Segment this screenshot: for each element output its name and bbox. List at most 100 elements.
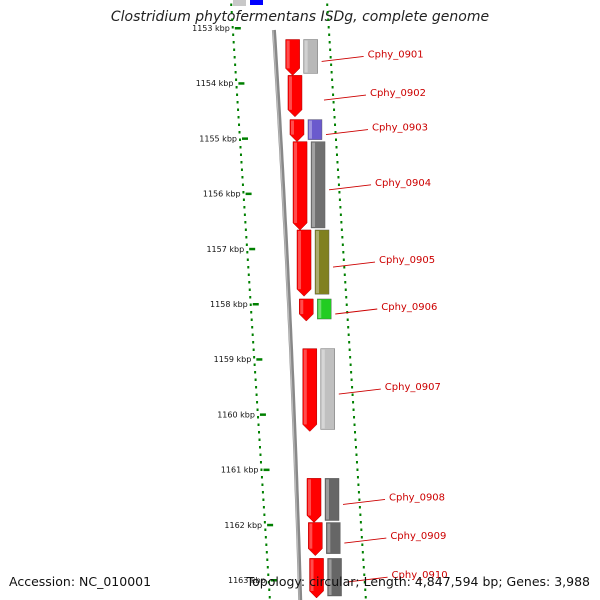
- gene-label[interactable]: Cphy_0904: [375, 178, 431, 189]
- dot: [250, 318, 253, 321]
- dot: [260, 476, 263, 479]
- tick-label: 1153 kbp: [192, 24, 230, 33]
- dot: [340, 228, 343, 231]
- tick-mark: [270, 579, 277, 582]
- dot: [330, 63, 333, 66]
- dot: [268, 588, 271, 591]
- backbone-line: [271, 29, 303, 600]
- cog-bar: [307, 119, 323, 140]
- dot: [254, 371, 257, 374]
- cog-bar: [314, 229, 330, 295]
- backbone: [233, 0, 303, 600]
- dot: [351, 393, 354, 396]
- dot: [336, 168, 339, 171]
- cog-bar-shine: [321, 349, 325, 429]
- tick-mark: [238, 82, 245, 85]
- gene-label[interactable]: Cphy_0903: [372, 123, 428, 134]
- gene-leader-line: [332, 261, 376, 268]
- gene-label[interactable]: Cphy_0908: [389, 492, 445, 503]
- dot: [241, 176, 244, 179]
- dot: [333, 108, 336, 111]
- gene-arrow-shine: [298, 230, 302, 290]
- gene-leader-line: [325, 129, 369, 136]
- dot: [349, 356, 352, 359]
- gene-label[interactable]: Cphy_0902: [370, 88, 426, 99]
- accession-text: Accession: NC_010001: [9, 574, 152, 589]
- gene-arrow-shine: [309, 523, 313, 549]
- dot: [345, 303, 348, 306]
- dot: [244, 221, 247, 224]
- topology-text: Topology: circular; Length: 4,847,594 bp…: [246, 574, 590, 589]
- gene-label[interactable]: Cphy_0910: [392, 570, 448, 581]
- dot: [337, 183, 340, 186]
- tick-label: 1161 kbp: [221, 466, 259, 475]
- dot: [239, 138, 242, 141]
- gene-leader-line: [345, 576, 388, 583]
- dot: [231, 26, 234, 29]
- tick-label: 1160 kbp: [217, 410, 255, 419]
- dot: [340, 221, 343, 224]
- gene-label[interactable]: Cphy_0901: [368, 49, 424, 60]
- gene-arrow-shine: [303, 349, 307, 425]
- dot: [247, 273, 250, 276]
- dot: [348, 348, 351, 351]
- dot: [332, 93, 335, 96]
- dot: [237, 116, 240, 119]
- dot: [354, 446, 357, 449]
- dot: [359, 513, 362, 516]
- dot: [352, 401, 355, 404]
- dot: [241, 183, 244, 186]
- dot: [256, 408, 259, 411]
- dot: [345, 296, 348, 299]
- gene-label[interactable]: Cphy_0905: [379, 255, 435, 266]
- dot: [332, 101, 335, 104]
- dot: [259, 461, 262, 464]
- dot: [265, 551, 268, 554]
- tick-mark: [267, 523, 274, 527]
- cog-bar: [324, 478, 340, 521]
- dot: [335, 153, 338, 156]
- gene-label[interactable]: Cphy_0907: [385, 382, 441, 393]
- dot: [249, 296, 252, 299]
- dot: [239, 146, 242, 149]
- tick-label: 1155 kbp: [199, 134, 237, 143]
- dot: [238, 131, 241, 134]
- dot: [264, 536, 267, 539]
- dot: [249, 303, 252, 306]
- dot: [336, 161, 339, 164]
- gene-arrow-shine: [300, 299, 304, 315]
- backbone-highlight: [272, 29, 300, 600]
- dot: [346, 318, 349, 321]
- dot: [266, 566, 269, 569]
- dot: [347, 326, 350, 329]
- dot: [248, 281, 251, 284]
- dot: [343, 273, 346, 276]
- dot: [327, 18, 330, 21]
- gene-label[interactable]: Cphy_0909: [390, 531, 446, 542]
- gene-leader-line: [338, 388, 381, 395]
- gene-arrow-shine: [288, 76, 292, 110]
- dot: [338, 191, 341, 194]
- top-gray-band: [233, 0, 246, 6]
- cog-bar: [317, 298, 332, 320]
- dot: [364, 596, 367, 599]
- dot: [243, 213, 246, 216]
- dot: [331, 86, 334, 89]
- gene-label[interactable]: Cphy_0906: [381, 302, 437, 313]
- tick-mark: [263, 468, 270, 472]
- dot: [236, 101, 239, 104]
- dot: [339, 213, 342, 216]
- tick-mark: [249, 247, 256, 251]
- dot: [360, 528, 363, 531]
- cog-bar-shine: [327, 523, 331, 553]
- cog-bar-shine: [328, 559, 332, 595]
- tick-label: 1159 kbp: [214, 355, 252, 364]
- dot: [258, 431, 261, 434]
- dot: [354, 431, 357, 434]
- dot: [357, 491, 360, 494]
- dot: [254, 378, 257, 381]
- dot: [361, 543, 364, 546]
- tick-label: 1158 kbp: [210, 300, 248, 309]
- dot: [328, 33, 331, 36]
